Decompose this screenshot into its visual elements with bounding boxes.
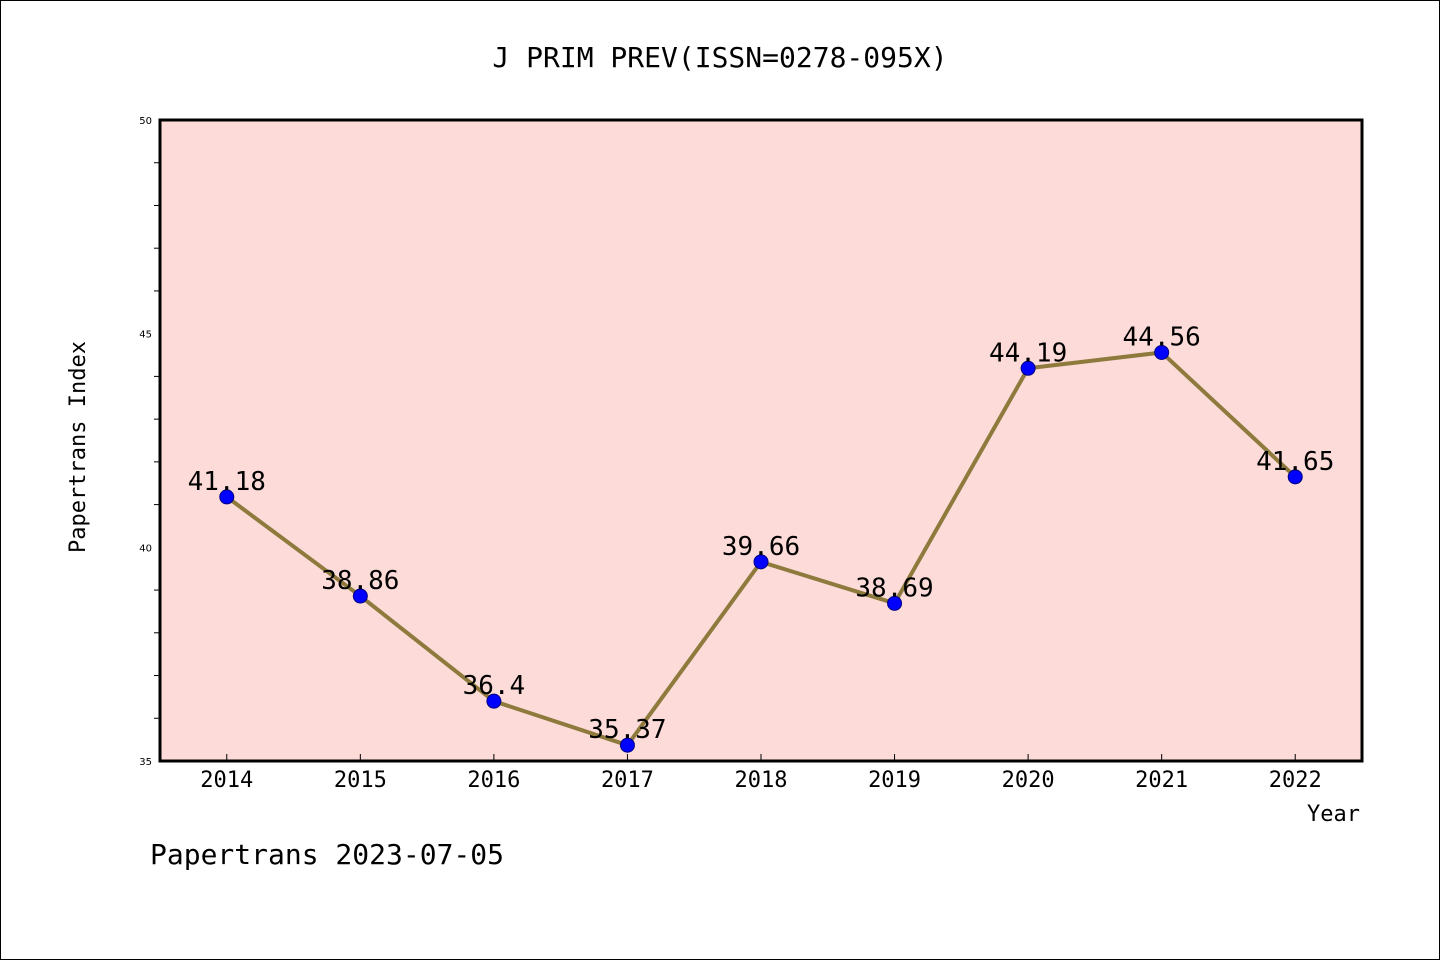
y-axis-ticks: 35 40 45 50	[139, 116, 160, 768]
data-point	[1154, 344, 1170, 360]
data-label: 36.4	[463, 671, 526, 701]
data-point	[1287, 469, 1303, 485]
data-point	[352, 588, 368, 604]
x-tick-label: 2020	[1002, 768, 1055, 793]
x-tick-label: 2016	[467, 768, 520, 793]
data-point	[887, 595, 903, 611]
data-label: 44.19	[989, 338, 1067, 368]
footer-stamp: Papertrans 2023-07-05	[150, 838, 504, 871]
data-label: 38.69	[855, 573, 933, 603]
data-point	[219, 489, 235, 505]
y-axis-title: Papertrans Index	[66, 341, 91, 553]
plot-frame	[158, 118, 1364, 763]
x-tick-label: 2015	[334, 768, 387, 793]
x-axis-ticks: 2014 2015 2016 2017 2018 2019 2020 2021 2022	[200, 754, 1322, 793]
plot-area	[160, 120, 1362, 761]
x-axis-title: Year	[1307, 802, 1360, 827]
y-tick-label: 45	[139, 330, 152, 341]
x-tick-label: 2021	[1135, 768, 1188, 793]
data-markers	[219, 344, 1303, 753]
x-tick-label: 2022	[1269, 768, 1322, 793]
data-point	[753, 554, 769, 570]
data-label: 41.65	[1256, 447, 1334, 477]
data-point	[486, 693, 502, 709]
data-label: 39.66	[722, 532, 800, 562]
x-tick-label: 2018	[735, 768, 788, 793]
data-point	[1020, 360, 1036, 376]
data-label: 35.37	[588, 715, 666, 745]
x-tick-label: 2017	[601, 768, 654, 793]
data-point	[619, 737, 635, 753]
y-tick-label: 35	[139, 757, 152, 768]
data-label: 38.86	[321, 566, 399, 596]
data-label: 41.18	[188, 467, 266, 497]
y-tick-label: 40	[139, 543, 152, 554]
x-tick-label: 2019	[868, 768, 921, 793]
chart-title: J PRIM PREV(ISSN=0278-095X)	[492, 41, 947, 74]
x-tick-label: 2014	[200, 768, 253, 793]
data-labels: 41.18 38.86 36.4 35.37 39.66 38.69 44.19 44.56 4…	[188, 322, 1335, 745]
data-label: 44.56	[1123, 322, 1201, 352]
y-tick-label: 50	[139, 116, 152, 127]
